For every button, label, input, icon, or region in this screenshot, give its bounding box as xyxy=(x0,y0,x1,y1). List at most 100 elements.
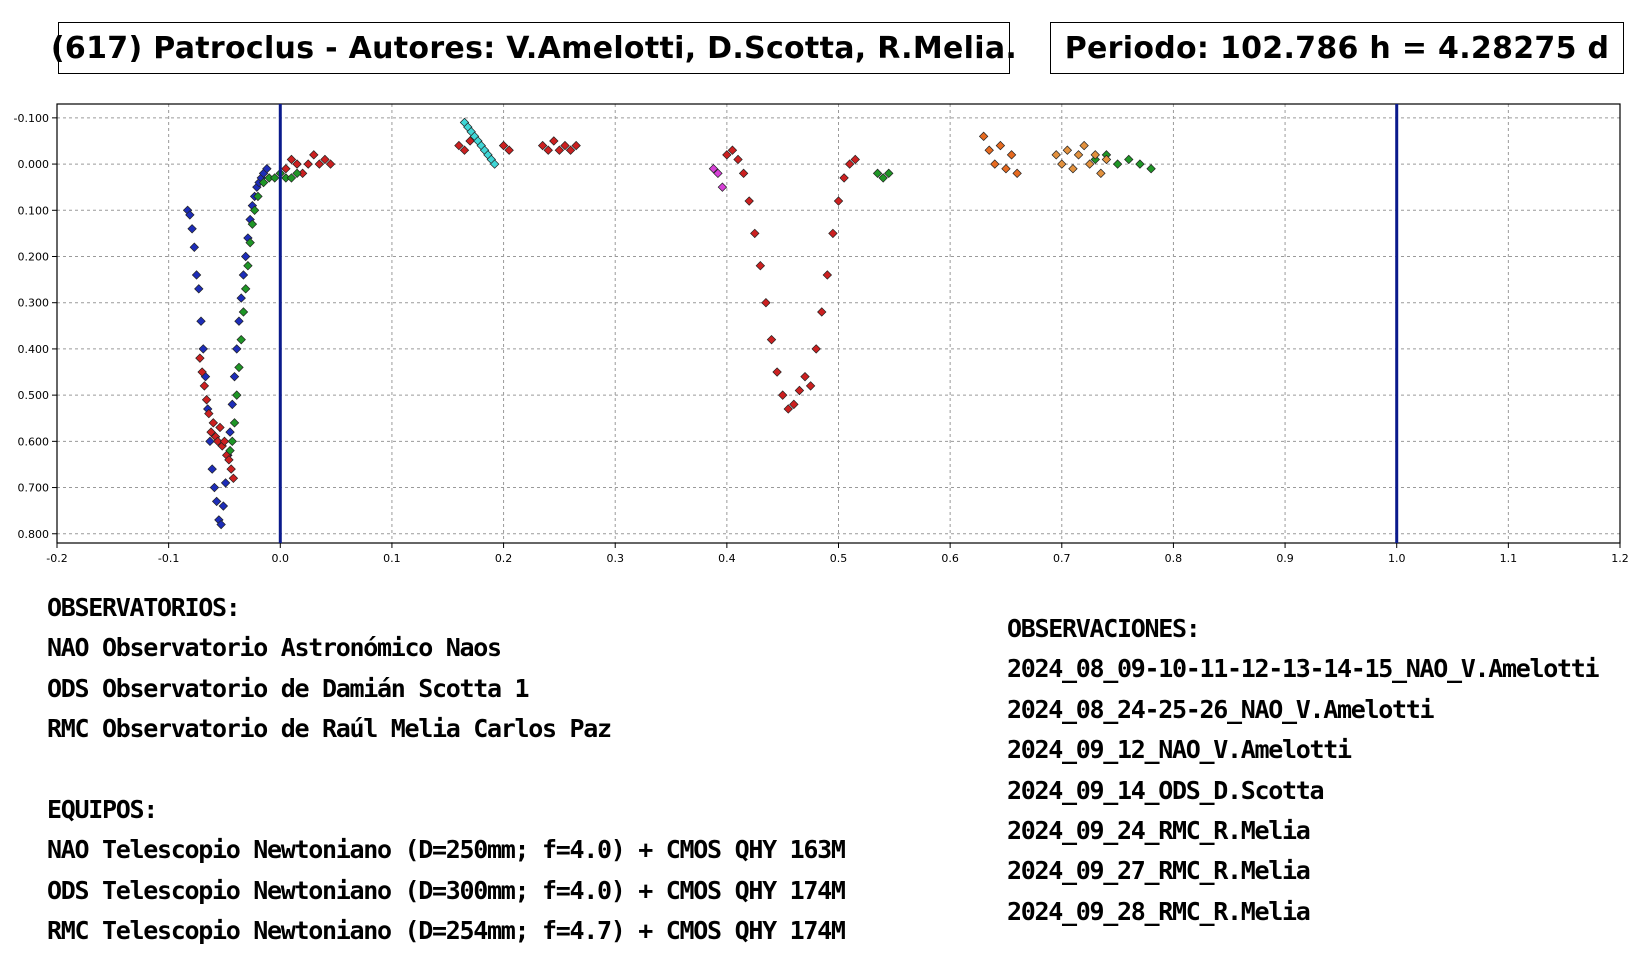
observaciones-heading: OBSERVACIONES: xyxy=(1007,614,1201,643)
x-tick-label: 1.0 xyxy=(1388,552,1406,565)
data-point xyxy=(187,224,197,234)
data-point xyxy=(292,159,302,169)
data-point xyxy=(225,427,235,437)
data-point xyxy=(1135,159,1145,169)
data-point xyxy=(1057,159,1067,169)
data-point xyxy=(733,154,743,165)
data-point xyxy=(292,168,302,179)
data-point xyxy=(805,381,816,391)
data-point xyxy=(258,177,269,188)
data-point xyxy=(884,168,894,179)
data-point xyxy=(878,173,888,183)
observatorios-heading: OBSERVATORIOS: xyxy=(47,593,241,622)
data-point xyxy=(498,140,509,151)
data-point xyxy=(984,145,994,155)
x-tick-label: -0.1 xyxy=(158,552,179,565)
data-point xyxy=(1085,159,1095,169)
data-point xyxy=(204,408,214,419)
data-point xyxy=(1101,154,1112,165)
data-point xyxy=(1006,150,1017,160)
data-point xyxy=(459,145,470,155)
data-point xyxy=(978,131,989,142)
equipos-heading: EQUIPOS: xyxy=(47,795,158,825)
y-tick-label: 0.400 xyxy=(18,343,50,356)
x-tick-label: 0.3 xyxy=(606,552,624,565)
data-point xyxy=(1146,163,1156,174)
data-point xyxy=(281,163,291,174)
data-point xyxy=(766,334,777,345)
observacion-line: 2024_09_28_RMC_R.Melia xyxy=(1007,896,1311,926)
data-point xyxy=(262,163,272,174)
x-tick-label: 0.8 xyxy=(1165,552,1183,565)
data-point xyxy=(454,140,464,151)
data-point xyxy=(717,182,728,192)
data-point xyxy=(811,344,821,354)
observacion-line: 2024_08_24-25-26_NAO_V.Amelotti xyxy=(1007,694,1435,724)
data-point xyxy=(238,270,249,280)
phase-markers xyxy=(278,104,1399,543)
data-point xyxy=(565,145,576,155)
data-point xyxy=(995,140,1006,151)
plot-frame xyxy=(56,103,1621,544)
data-point xyxy=(238,307,249,317)
data-point xyxy=(1073,150,1084,160)
period-label: Periodo: 102.786 h = 4.28275 d xyxy=(1050,22,1624,74)
observacion-line: 2024_09_27_RMC_R.Melia xyxy=(1007,856,1311,886)
data-point xyxy=(1012,168,1022,179)
y-tick-label: 0.100 xyxy=(18,204,50,217)
data-point xyxy=(206,427,216,437)
observacion-line: 2024_09_12_NAO_V.Amelotti xyxy=(1007,735,1352,765)
data-point xyxy=(189,242,200,252)
equipo-line: ODS Telescopio Newtoniano (D=300mm; f=4.… xyxy=(47,875,846,905)
data-point xyxy=(309,150,319,160)
data-point xyxy=(201,395,212,405)
x-tick-label: 0.6 xyxy=(941,552,959,565)
data-point xyxy=(227,436,237,447)
data-point xyxy=(777,390,788,400)
data-point xyxy=(325,159,336,169)
observatorio-line: ODS Observatorio de Damián Scotta 1 xyxy=(47,673,530,703)
data-point xyxy=(234,362,244,373)
data-point xyxy=(195,353,205,363)
data-point xyxy=(198,344,208,354)
data-point xyxy=(234,316,244,326)
observacion-line: 2024_09_14_ODS_D.Scotta xyxy=(1007,775,1325,805)
y-tick-label: 0.700 xyxy=(18,482,50,495)
data-point xyxy=(800,371,810,382)
data-point xyxy=(750,228,760,239)
x-tick-label: 1.2 xyxy=(1611,552,1629,565)
y-tick-label: -0.100 xyxy=(14,112,49,125)
data-point xyxy=(549,136,559,146)
y-tick-label: 0.600 xyxy=(18,435,50,448)
data-point xyxy=(213,436,223,447)
data-point xyxy=(794,385,805,396)
data-points xyxy=(182,117,1156,530)
data-point xyxy=(708,163,719,174)
data-point xyxy=(789,399,799,410)
data-point xyxy=(817,307,827,317)
x-tick-label: 0.4 xyxy=(718,552,736,565)
data-point xyxy=(232,344,242,354)
data-point xyxy=(216,519,226,530)
data-point xyxy=(1062,145,1073,155)
data-point xyxy=(211,496,222,507)
data-point xyxy=(243,261,253,271)
y-tick-label: 0.300 xyxy=(18,297,50,310)
data-point xyxy=(191,270,202,280)
data-point xyxy=(185,210,195,220)
grid-lines xyxy=(56,104,1621,543)
data-point xyxy=(560,140,570,151)
right-info-block: OBSERVACIONES: 2024_08_09-10-11-12-13-14… xyxy=(1007,609,1600,932)
data-point xyxy=(571,140,581,151)
data-point xyxy=(738,168,749,179)
data-point xyxy=(772,367,782,377)
data-point xyxy=(218,501,229,511)
data-point xyxy=(1090,150,1100,160)
data-point xyxy=(207,464,217,474)
x-tick-label: 1.1 xyxy=(1500,552,1518,565)
data-point xyxy=(229,418,240,428)
equipo-line: NAO Telescopio Newtoniano (D=250mm; f=4.… xyxy=(47,835,846,865)
data-point xyxy=(872,168,883,179)
data-point xyxy=(489,159,500,169)
equipo-line: RMC Telescopio Newtoniano (D=254mm; f=4.… xyxy=(47,916,846,946)
